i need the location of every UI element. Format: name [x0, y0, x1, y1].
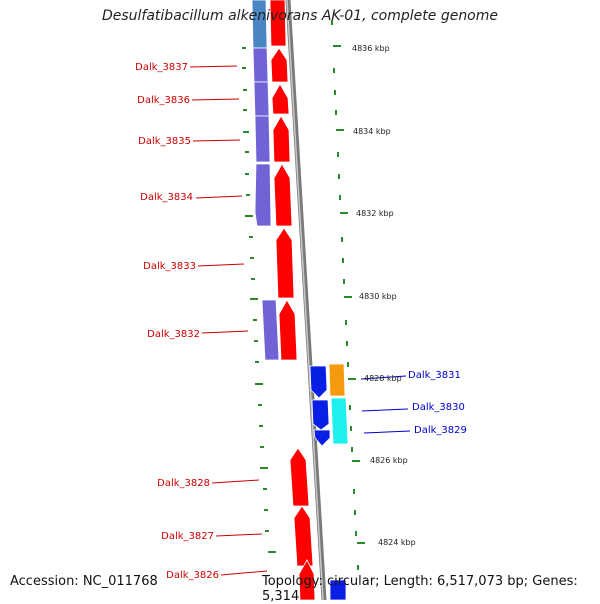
gene-dalk-3836	[253, 81, 270, 117]
scale-labels: 4836 kbp 4834 kbp 4832 kbp 4830 kbp 4828…	[352, 44, 416, 547]
gene-dalk-3837-fwd	[270, 47, 289, 83]
label-dalk-3828: Dalk_3828	[157, 478, 210, 489]
gene-dalk-3834	[254, 163, 272, 227]
gene-dalk-3837	[252, 47, 269, 83]
gene-dalk-3834-fwd	[273, 163, 293, 227]
label-dalk-3829: Dalk_3829	[414, 425, 467, 436]
gene-dalk-3833	[275, 227, 295, 299]
right-side-genes	[309, 363, 349, 600]
label-dalk-3830: Dalk_3830	[412, 402, 465, 413]
gene-dalk-3832-fwd	[278, 299, 298, 361]
right-label-connectors	[360, 375, 411, 434]
gene-dalk-3835	[254, 115, 271, 163]
left-label-connectors	[189, 65, 268, 576]
scale-label-4828: 4828 kbp	[364, 374, 402, 383]
label-dalk-3831: Dalk_3831	[408, 370, 461, 381]
scale-label-4836: 4836 kbp	[352, 44, 390, 53]
label-dalk-3836: Dalk_3836	[137, 95, 190, 106]
label-dalk-3834: Dalk_3834	[140, 192, 193, 203]
gene-dalk-3828	[289, 447, 310, 507]
right-dotted-ring	[331, 20, 365, 570]
gene-dalk-3826	[298, 559, 316, 600]
gene-dalk-3830	[311, 399, 330, 431]
label-dalk-3833: Dalk_3833	[143, 261, 196, 272]
label-dalk-3835: Dalk_3835	[138, 136, 191, 147]
genome-backbone-highlight	[286, 0, 324, 600]
genome-backbone	[285, 0, 327, 600]
scale-label-4826: 4826 kbp	[370, 456, 408, 465]
accession-text: Accession: NC_011768	[10, 574, 158, 589]
gene-dalk-3832	[261, 299, 280, 361]
reverse-strand-genes	[251, 0, 280, 361]
scale-label-4824: 4824 kbp	[378, 538, 416, 547]
scale-label-4832: 4832 kbp	[356, 209, 394, 218]
gene-red-top	[269, 0, 287, 47]
forward-strand-genes	[269, 0, 316, 600]
genome-title: Desulfatibacillum alkenivorans AK-01, co…	[101, 8, 499, 24]
label-dalk-3826: Dalk_3826	[166, 570, 219, 581]
label-dalk-3837: Dalk_3837	[135, 62, 188, 73]
right-gene-labels: Dalk_3831 Dalk_3830 Dalk_3829	[408, 370, 467, 436]
label-dalk-3827: Dalk_3827	[161, 531, 214, 542]
gene-blue-bottom	[329, 579, 347, 600]
gene-orange	[328, 363, 346, 397]
label-dalk-3832: Dalk_3832	[147, 329, 200, 340]
gene-dalk-3829	[313, 429, 331, 447]
gene-dalk-3836-fwd	[271, 83, 290, 115]
scale-label-4830: 4830 kbp	[359, 292, 397, 301]
scale-label-4834: 4834 kbp	[353, 127, 391, 136]
gene-dalk-3827	[293, 505, 314, 567]
left-dotted-ring	[242, 47, 276, 553]
gene-cyan	[330, 397, 349, 445]
gene-dalk-3835-fwd	[272, 115, 291, 163]
left-gene-labels: Dalk_3837 Dalk_3836 Dalk_3835 Dalk_3834 …	[135, 62, 219, 581]
gene-dalk-3831	[309, 365, 328, 399]
